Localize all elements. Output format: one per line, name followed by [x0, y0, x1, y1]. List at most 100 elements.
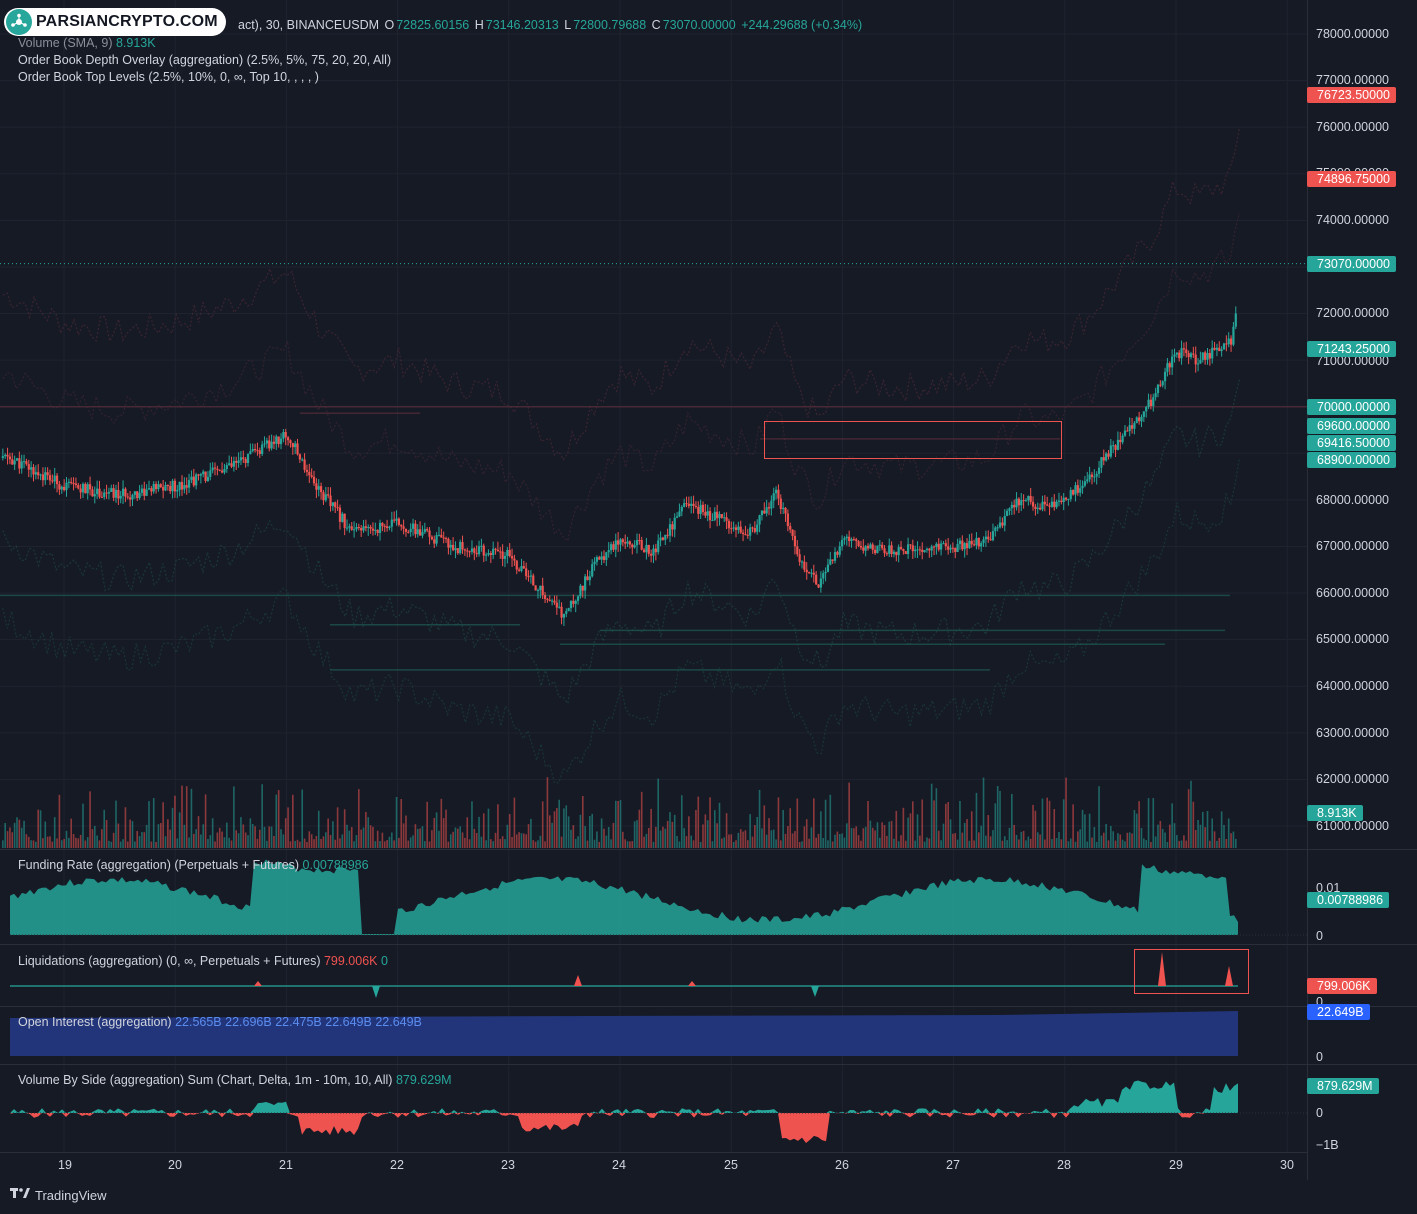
candle-body [562, 613, 566, 618]
liquidations-label: Liquidations (aggregation) (0, ∞, Perpet… [18, 954, 321, 968]
volume-bar [893, 838, 895, 848]
volume-bar [157, 824, 160, 848]
volume-bar [360, 829, 362, 848]
volume-bar [803, 826, 806, 848]
candle-body [600, 556, 603, 560]
chart-area[interactable] [0, 0, 1307, 1180]
volume-bar [956, 839, 959, 848]
candle-body [1027, 495, 1030, 501]
candle-body [110, 488, 113, 492]
order-book-depth-legend[interactable]: Order Book Depth Overlay (aggregation) (… [18, 53, 392, 67]
liquidations-axis-zero: 0 [1316, 995, 1323, 1009]
candle-body [284, 431, 287, 438]
candle-body [397, 518, 400, 525]
candle-body [404, 528, 408, 532]
volume-bar [282, 834, 285, 848]
candle-body [1116, 439, 1120, 450]
volume-bar [1206, 811, 1209, 848]
pane-separator[interactable] [0, 1064, 1417, 1065]
candle-body [204, 471, 207, 482]
volume-by-side-legend[interactable]: Volume By Side (aggregation) Sum (Chart,… [18, 1073, 452, 1087]
order-book-top-levels-legend[interactable]: Order Book Top Levels (2.5%, 10%, 0, ∞, … [18, 70, 319, 84]
volume-bar [358, 789, 360, 848]
highlight-box-orderbook[interactable] [764, 421, 1062, 459]
candle-body [982, 539, 985, 544]
candle-body [782, 507, 785, 509]
candle-body [815, 574, 818, 585]
candle-body [998, 522, 1002, 528]
candle-body [923, 550, 926, 553]
volume-bar [565, 805, 568, 848]
volume-bar [647, 827, 650, 848]
volume-bar [890, 820, 893, 848]
volume-bar [622, 831, 624, 848]
candle-body [1114, 445, 1117, 450]
volume-bar [525, 834, 527, 848]
volume-bar [27, 836, 30, 848]
volume-bar [966, 819, 968, 848]
tradingview-logo[interactable]: TradingView [10, 1188, 107, 1203]
date-tick: 29 [1169, 1158, 1183, 1172]
funding-rate-legend[interactable]: Funding Rate (aggregation) (Perpetuals +… [18, 858, 369, 872]
close-label: C [651, 18, 661, 32]
candle-body [272, 441, 276, 444]
candle-body [857, 541, 860, 547]
candle-body [447, 538, 450, 548]
highlight-box-liquidations[interactable] [1134, 949, 1249, 994]
volume-bar [551, 822, 553, 848]
candle-body [84, 483, 87, 494]
volume-bar [645, 833, 648, 848]
pane-separator[interactable] [0, 944, 1417, 945]
candle-body [65, 482, 68, 491]
candle-body [598, 557, 601, 560]
open-interest-legend[interactable]: Open Interest (aggregation) 22.565B 22.6… [18, 1015, 422, 1029]
volume-bar [343, 809, 346, 848]
tradingview-text: TradingView [35, 1188, 107, 1203]
pane-separator[interactable] [0, 1006, 1417, 1007]
volume-bar [563, 808, 565, 848]
volume-bar [926, 837, 928, 848]
candle-body [991, 531, 995, 541]
candle-body [1147, 399, 1150, 408]
price-tick: 72000.00000 [1316, 306, 1389, 320]
candle-body [378, 522, 382, 533]
pane-separator[interactable] [0, 849, 1417, 850]
volume-bar [567, 816, 570, 848]
volume-bar [1084, 814, 1086, 848]
candle-body [864, 545, 867, 551]
candle-body [345, 527, 349, 529]
chart-canvas[interactable] [0, 0, 1307, 1152]
volume-bar [1154, 836, 1157, 848]
volume-bar [1003, 836, 1006, 848]
candle-body [46, 472, 49, 476]
time-axis[interactable] [0, 1152, 1307, 1181]
candle-body [133, 491, 136, 495]
candle-body [98, 488, 101, 497]
candle-body [487, 553, 490, 555]
volume-bar [1199, 824, 1202, 848]
liquidations-legend[interactable]: Liquidations (aggregation) (0, ∞, Perpet… [18, 954, 388, 968]
volume-bar [721, 838, 723, 848]
volume-bar [1216, 840, 1218, 848]
candle-body [826, 564, 830, 572]
candle-body [1062, 497, 1065, 503]
volume-bar [1044, 839, 1046, 848]
volume-bar [1034, 810, 1037, 848]
candle-body [164, 485, 167, 491]
volume-bar [108, 840, 110, 848]
ask-depth-band-inner [2, 212, 1240, 542]
candle-body [543, 595, 547, 599]
main-series-legend[interactable]: act), 30, BINANCEUSDM O 72825.60156 H 7314… [238, 18, 864, 32]
candle-body [855, 539, 858, 542]
volume-bar [167, 819, 169, 848]
candle-body [1128, 425, 1131, 432]
volume-bar [631, 841, 634, 848]
candle-body [352, 529, 356, 531]
candle-body [1109, 445, 1112, 457]
volume-bar [1124, 841, 1126, 848]
candle-body [239, 457, 243, 461]
candle-body [1227, 338, 1230, 345]
volume-legend[interactable]: Volume (SMA, 9) 8.913K [18, 36, 156, 50]
candle-body [548, 599, 551, 601]
candle-body [225, 465, 228, 469]
